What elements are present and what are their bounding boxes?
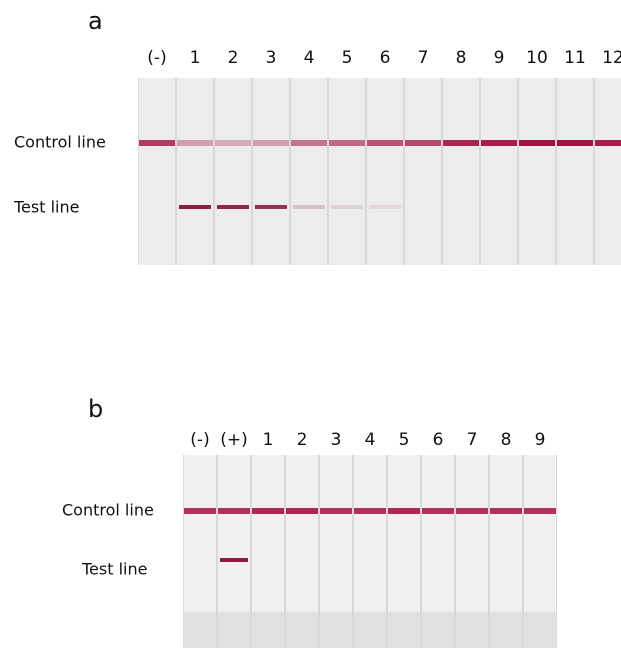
control-line — [320, 508, 352, 514]
strip-pad — [524, 612, 556, 648]
control-line — [557, 140, 593, 146]
test-strip — [443, 78, 479, 265]
control-line — [253, 140, 289, 146]
lane-label: 3 — [331, 430, 342, 450]
lane-label: 2 — [228, 48, 239, 68]
test-strip — [291, 78, 327, 265]
strip-pad — [252, 612, 284, 648]
lane-label: (+) — [220, 430, 248, 450]
test-strip — [405, 78, 441, 265]
test-strip — [329, 78, 365, 265]
lane-label: (-) — [190, 430, 209, 450]
lane-label: 12 — [602, 48, 621, 68]
lane-label: 1 — [190, 48, 201, 68]
lane-label: 4 — [365, 430, 376, 450]
row-label: Control line — [14, 133, 106, 152]
lane-label: 10 — [526, 48, 548, 68]
lane-label: 4 — [304, 48, 315, 68]
test-line — [217, 205, 249, 209]
strip-pad — [354, 612, 386, 648]
control-line — [291, 140, 327, 146]
strip-pad — [456, 612, 488, 648]
control-line — [443, 140, 479, 146]
test-strip — [253, 78, 289, 265]
test-line — [220, 558, 248, 562]
control-line — [519, 140, 555, 146]
strip-pad — [286, 612, 318, 648]
lane-label: (-) — [147, 48, 166, 68]
control-line — [595, 140, 621, 146]
test-strip — [557, 78, 593, 265]
test-strip — [519, 78, 555, 265]
lane-label: 8 — [456, 48, 467, 68]
lane-label: 7 — [418, 48, 429, 68]
row-label: Test line — [81, 560, 147, 579]
test-strip — [367, 78, 403, 265]
strip-pad — [388, 612, 420, 648]
control-line — [218, 508, 250, 514]
lane-label: 7 — [467, 430, 478, 450]
test-line — [369, 205, 401, 209]
panel-label: b — [88, 395, 103, 423]
control-line — [286, 508, 318, 514]
lane-label: 8 — [501, 430, 512, 450]
strip-pad — [218, 612, 250, 648]
lane-label: 5 — [342, 48, 353, 68]
control-line — [184, 508, 216, 514]
test-strip — [215, 78, 251, 265]
lane-label: 1 — [263, 430, 274, 450]
control-line — [405, 140, 441, 146]
test-strip — [139, 78, 175, 265]
control-line — [177, 140, 213, 146]
strip-pad — [184, 612, 216, 648]
lane-label: 6 — [433, 430, 444, 450]
lane-label: 2 — [297, 430, 308, 450]
test-strip — [595, 78, 621, 265]
lane-label: 11 — [564, 48, 586, 68]
lane-label: 6 — [380, 48, 391, 68]
lane-label: 5 — [399, 430, 410, 450]
row-label: Test line — [13, 198, 79, 217]
test-strip — [177, 78, 213, 265]
control-line — [524, 508, 556, 514]
strip-pad — [422, 612, 454, 648]
row-label: Control line — [62, 501, 154, 520]
control-line — [490, 508, 522, 514]
control-line — [252, 508, 284, 514]
control-line — [388, 508, 420, 514]
control-line — [367, 140, 403, 146]
control-line — [354, 508, 386, 514]
test-line — [255, 205, 287, 209]
control-line — [422, 508, 454, 514]
control-line — [329, 140, 365, 146]
control-line — [215, 140, 251, 146]
panel-label: a — [88, 7, 103, 35]
control-line — [139, 140, 175, 146]
strip-pad — [490, 612, 522, 648]
test-line — [293, 205, 325, 209]
test-strip — [481, 78, 517, 265]
control-line — [481, 140, 517, 146]
lane-label: 9 — [494, 48, 505, 68]
lane-label: 3 — [266, 48, 277, 68]
control-line — [456, 508, 488, 514]
lane-label: 9 — [535, 430, 546, 450]
test-line — [179, 205, 211, 209]
test-line — [331, 205, 363, 209]
strip-pad — [320, 612, 352, 648]
